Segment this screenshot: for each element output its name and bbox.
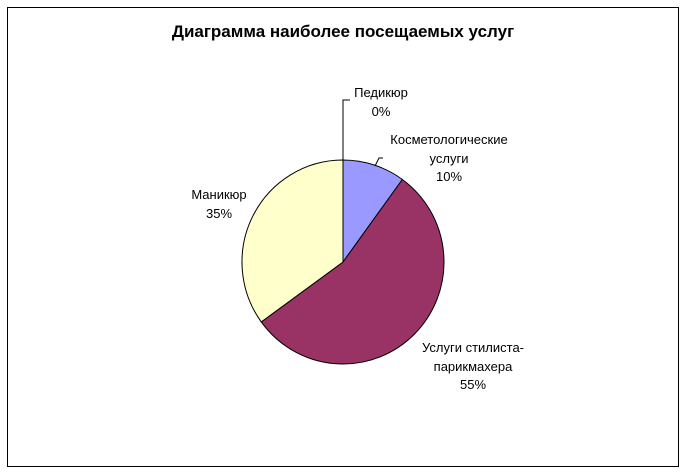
slice-label-stylist: Услуги стилиста- парикмахера 55%	[422, 340, 524, 392]
slice-name-cosmetology-line2: услуги	[430, 151, 469, 166]
leader-line-pedicure	[342, 99, 350, 161]
pie-slice-2	[260, 178, 445, 365]
pie-slices	[241, 159, 445, 365]
chart-title: Диаграмма наиболее посещаемых услуг	[172, 22, 514, 41]
slice-value-pedicure: 0%	[372, 104, 391, 119]
slice-label-cosmetology: Косметологические услуги 10%	[390, 132, 507, 184]
slice-value-cosmetology: 10%	[436, 169, 462, 184]
leader-line-cosmetology	[374, 157, 383, 167]
slice-name-stylist-line1: Услуги стилиста-	[422, 340, 524, 355]
slice-label-manicure: Маникюр 35%	[191, 187, 246, 221]
slice-name-stylist-line2: парикмахера	[434, 359, 513, 374]
slice-value-stylist: 55%	[460, 377, 486, 392]
slice-label-pedicure: Педикюр 0%	[354, 85, 408, 119]
pie-slice-3	[241, 159, 344, 323]
slice-name-cosmetology-line1: Косметологические	[390, 132, 507, 147]
slice-name-pedicure: Педикюр	[354, 85, 408, 100]
slice-name-manicure: Маникюр	[191, 187, 246, 202]
slice-value-manicure: 35%	[206, 206, 232, 221]
